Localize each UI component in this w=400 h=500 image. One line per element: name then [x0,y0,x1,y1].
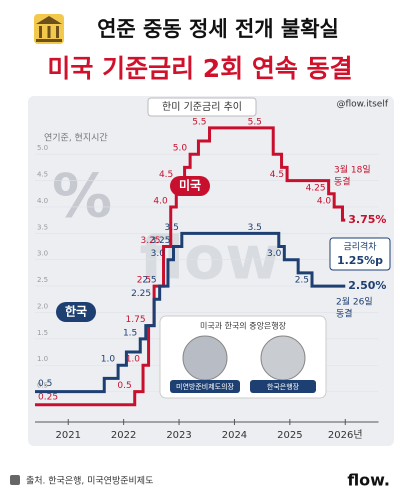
value-label: 2.5 [142,276,156,286]
caption: 미연방준비제도의장 [176,382,235,391]
value-label: 4.5 [159,170,173,180]
legend-label: 미국 [179,178,201,193]
annotation: 동결 [334,177,351,188]
value-label: 2.50% [348,279,386,292]
y-tick-label: 2.0 [37,302,48,310]
value-label: 1.0 [101,355,116,365]
caption: 한국은행장 [267,382,300,391]
footer-source: 출처. 한국은행, 미국연방준비제도 [26,475,153,487]
rate-line [35,231,346,394]
value-label: 1.0 [126,355,141,365]
value-label: 3.0 [151,249,166,259]
value-label: 1.75 [126,315,146,325]
subtitle: 미국 기준금리 2회 연속 동결 [47,54,352,83]
x-tick-label: 2025 [277,430,302,441]
note: 연기준, 현지시간 [44,133,108,144]
legend-label: 한국 [65,304,87,319]
y-tick-label: 4.5 [37,171,48,179]
value-label: 4.25 [306,183,326,193]
y-tick-label: 1.5 [37,329,48,337]
y-tick-label: 3.0 [37,250,48,258]
value-label: 4.0 [153,196,168,206]
value-label: 3.25 [150,236,170,246]
value-label: 0.25 [38,392,58,402]
bank-icon [34,14,64,44]
value-label: 1.5 [123,328,137,338]
annotation: 1.25%p [337,254,383,267]
value-label: 3.75% [348,213,386,226]
value-label: 0.5 [117,381,131,391]
y-tick-label: 3.5 [37,223,48,231]
watermark: % [52,162,112,232]
portrait [260,335,306,381]
source-icon [10,475,20,485]
title: 연준 중동 정세 전개 불확실 [97,17,339,41]
kr-badge [56,302,96,322]
value-label: 5.5 [248,117,262,127]
annotation: 동결 [336,309,353,320]
x-tick-label: 2024 [222,430,247,441]
value-label: 3.25 [140,236,160,246]
portrait [182,335,228,381]
y-tick-label: 2.5 [37,276,48,284]
x-tick-label: 2022 [111,430,136,441]
footer-logo: flow. [347,471,390,490]
chart-title-box [147,97,257,117]
value-label: 3.5 [164,223,178,233]
value-label: 4.5 [270,170,284,180]
value-label: 4.0 [317,196,332,206]
y-tick-label: 0.5 [37,382,48,390]
caption-box [250,380,316,393]
chart-title: 한미 기준금리 추이 [162,101,242,113]
value-label: 2.5 [295,276,309,286]
caption-box [170,380,240,393]
value-label: 0.5 [38,379,52,389]
us-badge [170,176,210,196]
y-tick-label: 1.0 [37,355,48,363]
gap-box [329,237,391,271]
x-tick-label: 2021 [56,430,81,441]
value-label: 2.5 [137,276,151,286]
x-tick-label: 2026년 [328,429,363,441]
x-tick-label: 2023 [166,430,191,441]
annotation: 2월 26일 [336,296,373,308]
value-label: 5.5 [192,117,206,127]
value-label: 3.0 [267,249,282,259]
value-label: 2.25 [131,289,151,299]
source-handle: @flow.itself [337,100,389,110]
y-tick-label: 5.0 [37,144,48,152]
value-label: 3.5 [248,223,262,233]
y-tick-label: 4.0 [37,197,48,205]
annotation: 금리격차 [343,241,377,253]
annotation: 3월 18일 [334,164,371,176]
inset-title: 미국과 한국의 중앙은행장 [200,321,287,331]
value-label: 5.0 [173,144,188,154]
